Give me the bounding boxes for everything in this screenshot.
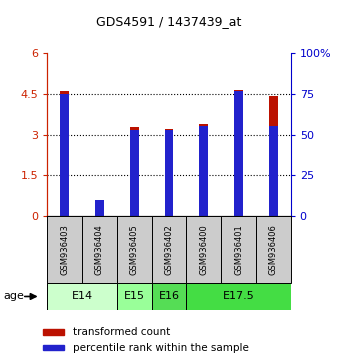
Bar	[152, 283, 186, 310]
Bar	[221, 216, 256, 283]
Text: E14: E14	[72, 291, 93, 302]
Bar	[47, 216, 82, 283]
Text: GSM936400: GSM936400	[199, 224, 208, 275]
Bar	[269, 96, 277, 216]
Bar	[61, 91, 69, 216]
Text: percentile rank within the sample: percentile rank within the sample	[73, 343, 249, 353]
Bar	[95, 200, 104, 216]
Bar	[130, 130, 139, 216]
Bar	[152, 216, 186, 283]
Bar	[117, 283, 152, 310]
Text: E17.5: E17.5	[223, 291, 255, 302]
Bar	[199, 125, 208, 216]
Text: transformed count: transformed count	[73, 327, 171, 337]
Bar	[82, 216, 117, 283]
Bar	[61, 94, 69, 216]
Text: GSM936404: GSM936404	[95, 224, 104, 275]
Bar	[130, 127, 139, 216]
Text: GSM936402: GSM936402	[165, 224, 173, 275]
Text: E15: E15	[124, 291, 145, 302]
Bar	[186, 216, 221, 283]
Bar	[269, 126, 277, 216]
Bar	[165, 130, 173, 216]
Text: E16: E16	[159, 291, 179, 302]
Bar	[186, 283, 291, 310]
Text: GSM936403: GSM936403	[60, 224, 69, 275]
Bar	[234, 91, 243, 216]
Bar	[256, 216, 291, 283]
Text: GSM936401: GSM936401	[234, 224, 243, 275]
Bar	[199, 126, 208, 216]
Bar	[47, 283, 117, 310]
Bar	[117, 216, 152, 283]
Text: age: age	[3, 291, 24, 302]
Bar	[43, 345, 64, 350]
Bar	[165, 129, 173, 216]
Text: GDS4591 / 1437439_at: GDS4591 / 1437439_at	[96, 15, 242, 28]
Bar	[234, 90, 243, 216]
Text: GSM936405: GSM936405	[130, 224, 139, 275]
Bar	[95, 211, 104, 216]
Text: GSM936406: GSM936406	[269, 224, 278, 275]
Bar	[43, 329, 64, 335]
